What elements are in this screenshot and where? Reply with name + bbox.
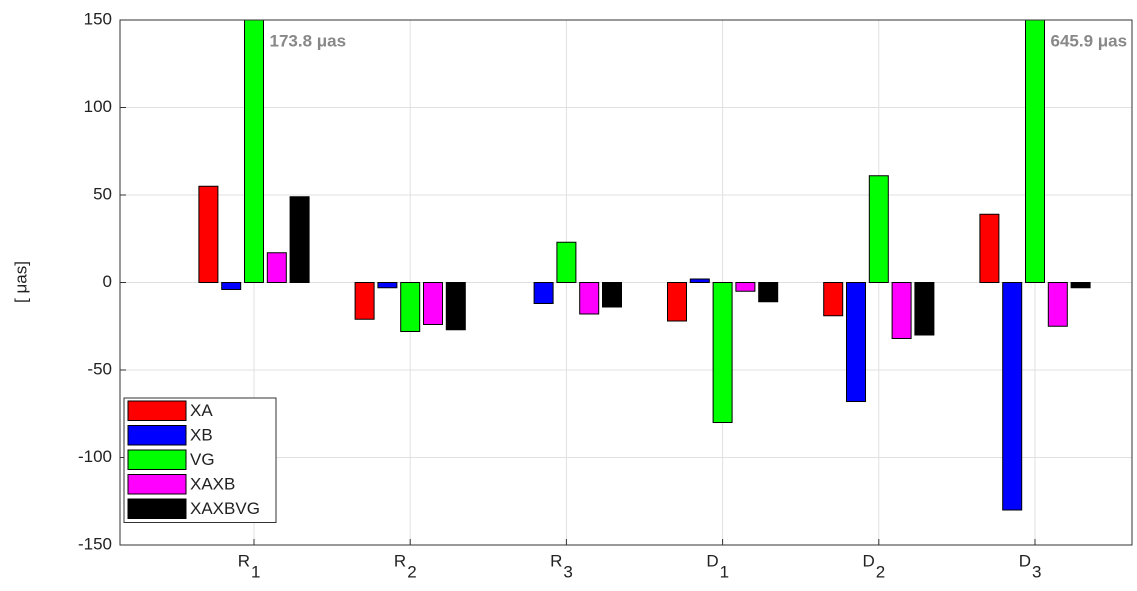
bar: [712, 282, 733, 423]
x-tick-label: D: [1019, 551, 1031, 570]
x-tick-subscript: 2: [876, 562, 885, 581]
bar: [244, 20, 264, 283]
bar: [289, 196, 310, 283]
legend-label: XB: [190, 426, 213, 445]
y-tick-label: 100: [84, 97, 112, 116]
y-tick-label: 150: [84, 9, 112, 28]
x-tick-subscript: 3: [563, 562, 572, 581]
x-tick-label: D: [863, 551, 875, 570]
bar: [354, 282, 375, 320]
bar: [1070, 282, 1091, 289]
x-tick-label: R: [550, 551, 562, 570]
bar: [1025, 20, 1045, 283]
y-axis-label: [ μas]: [11, 261, 30, 303]
value-label: 645.9 μas: [1051, 31, 1128, 50]
value-label: 173.8 μas: [270, 31, 347, 50]
bar: [221, 282, 242, 290]
y-tick-label: -100: [78, 447, 112, 466]
bar: [445, 282, 466, 331]
bar: [266, 252, 287, 283]
legend-swatch: [127, 400, 187, 421]
legend-label: XA: [190, 401, 213, 420]
x-tick-label: D: [706, 551, 718, 570]
bar: [198, 185, 219, 283]
legend-label: VG: [190, 450, 215, 469]
bar: [400, 282, 421, 332]
legend-swatch: [127, 449, 187, 470]
bar: [979, 213, 1000, 283]
legend-label: XAXB: [190, 475, 235, 494]
bar: [758, 282, 779, 303]
y-tick-label: -150: [78, 534, 112, 553]
y-tick-label: 0: [103, 272, 112, 291]
bars: [198, 20, 1091, 511]
bar: [667, 282, 687, 322]
bar: [423, 282, 443, 325]
bar: [868, 175, 889, 283]
bar: [533, 282, 554, 304]
bar: [579, 282, 600, 315]
bar: [602, 282, 622, 308]
bar: [377, 282, 398, 289]
x-tick-subscript: 2: [407, 562, 416, 581]
bar: [846, 282, 866, 402]
x-tick-subscript: 1: [251, 562, 260, 581]
plot-frame: [119, 19, 1133, 546]
bar: [1047, 282, 1068, 327]
bar: [823, 282, 844, 317]
bar: [556, 241, 577, 283]
bar: [735, 282, 756, 292]
bar: [914, 282, 935, 336]
legend-swatch: [127, 474, 187, 495]
x-tick-subscript: 1: [720, 562, 729, 581]
legend-label: XAXBVG: [190, 499, 260, 518]
x-tick-label: R: [238, 551, 250, 570]
bar: [891, 282, 912, 339]
y-tick-label: 50: [93, 184, 112, 203]
legend-swatch: [127, 498, 187, 519]
bar: [689, 278, 710, 283]
y-tick-label: -50: [87, 359, 112, 378]
x-tick-label: R: [394, 551, 406, 570]
bar: [1002, 282, 1023, 511]
legend-swatch: [127, 425, 187, 446]
x-tick-subscript: 3: [1032, 562, 1041, 581]
